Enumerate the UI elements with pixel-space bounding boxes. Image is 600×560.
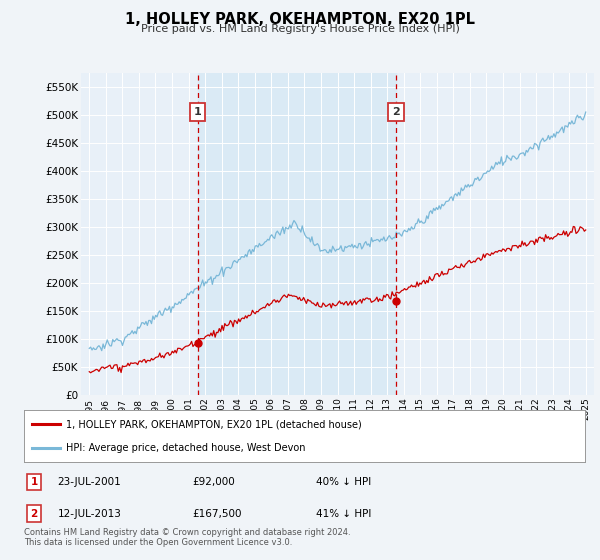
Text: 41% ↓ HPI: 41% ↓ HPI: [316, 508, 371, 519]
Text: 40% ↓ HPI: 40% ↓ HPI: [316, 477, 371, 487]
Text: HPI: Average price, detached house, West Devon: HPI: Average price, detached house, West…: [66, 443, 305, 453]
Text: 12-JUL-2013: 12-JUL-2013: [58, 508, 122, 519]
Text: £92,000: £92,000: [192, 477, 235, 487]
Text: 23-JUL-2001: 23-JUL-2001: [58, 477, 121, 487]
Text: 2: 2: [31, 508, 38, 519]
Bar: [197, 73, 396, 395]
Text: 1, HOLLEY PARK, OKEHAMPTON, EX20 1PL: 1, HOLLEY PARK, OKEHAMPTON, EX20 1PL: [125, 12, 475, 27]
Text: 1: 1: [194, 107, 202, 117]
Text: 2: 2: [392, 107, 400, 117]
Text: £167,500: £167,500: [192, 508, 242, 519]
Text: Price paid vs. HM Land Registry's House Price Index (HPI): Price paid vs. HM Land Registry's House …: [140, 24, 460, 34]
Text: 1, HOLLEY PARK, OKEHAMPTON, EX20 1PL (detached house): 1, HOLLEY PARK, OKEHAMPTON, EX20 1PL (de…: [66, 419, 362, 430]
Text: 1: 1: [31, 477, 38, 487]
Text: Contains HM Land Registry data © Crown copyright and database right 2024.
This d: Contains HM Land Registry data © Crown c…: [24, 528, 350, 547]
